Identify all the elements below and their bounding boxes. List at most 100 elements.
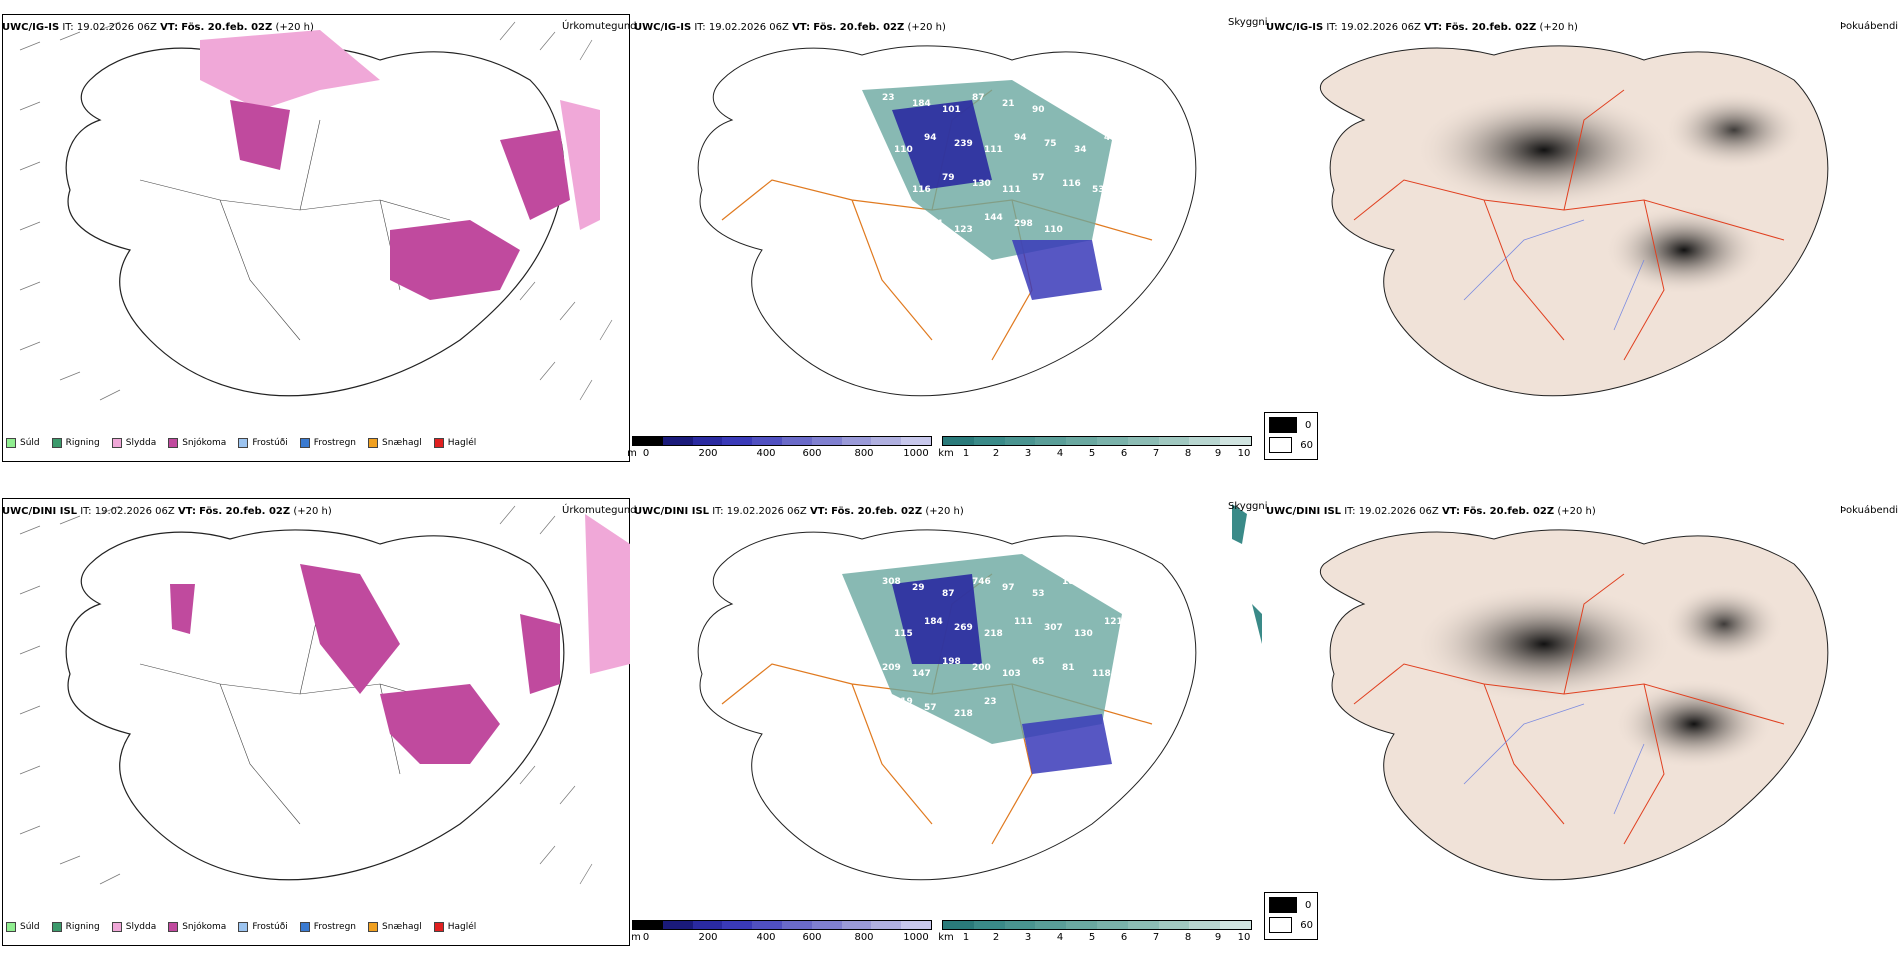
cloud-base-label: 110 xyxy=(1044,225,1063,235)
cloudbase-ticks: m 0 200 400 600 800 1000 xyxy=(631,930,932,944)
snow-areas xyxy=(170,514,630,764)
cloud-base-label: 23 xyxy=(1092,583,1105,593)
cloud-base-label: 23 xyxy=(882,93,895,103)
cloudbase-strip xyxy=(632,436,932,446)
legend-label: Frostregn xyxy=(313,438,357,448)
cloud-base-label: 87 xyxy=(972,93,985,103)
tick: 200 xyxy=(698,932,718,943)
fog-legend-bottom: 0 60 xyxy=(1264,892,1318,940)
tick: 8 xyxy=(1184,448,1192,459)
tick: 9 xyxy=(1214,932,1222,943)
cloud-base-label: 307 xyxy=(1044,623,1063,633)
tick: 5 xyxy=(1088,448,1096,459)
tick: 10 xyxy=(1237,448,1251,459)
cloud-base-label: 746 xyxy=(972,577,991,587)
cloud-base-label: 53 xyxy=(1032,589,1045,599)
cloud-base-label: 94 xyxy=(924,133,937,143)
cloud-base-label: 218 xyxy=(984,629,1003,639)
panel-header: UWC/IG-IS IT: 19.02.2026 06Z VT: Fös. 20… xyxy=(2,22,314,33)
tick: 10 xyxy=(1237,932,1251,943)
roads xyxy=(139,119,451,341)
cloud-base-label: 147 xyxy=(912,669,931,679)
panel-title: Skyggni xyxy=(1228,17,1268,28)
legend-item-sold: Súld xyxy=(6,922,40,932)
fog-legend-item: 0 xyxy=(1269,897,1313,913)
visibility-panel-bottom: 308 29 87 746 97 53 181 23 115 184 269 218 111 307 130… xyxy=(631,484,1267,954)
fog-legend-swatch xyxy=(1269,437,1293,453)
roads xyxy=(139,603,451,825)
tick: 1000 xyxy=(903,448,929,459)
tick: 5 xyxy=(1088,932,1096,943)
tick: 0 xyxy=(642,932,650,943)
visibility-ticks: km 1 2 3 4 5 6 7 8 9 10 xyxy=(938,446,1252,460)
legend-label: Slydda xyxy=(125,438,157,448)
cloud-base-label: 81 xyxy=(1062,663,1075,673)
legend-swatch xyxy=(6,922,16,932)
tick: 800 xyxy=(854,932,874,943)
cloud-base-label: 209 xyxy=(882,663,901,673)
visibility-colorbar: km 1 2 3 4 5 6 7 8 9 10 xyxy=(938,436,1252,462)
fog-panel-bottom: UWC/DINI ISL IT: 19.02.2026 06Z VT: Fös.… xyxy=(1264,484,1898,954)
legend-item-rigning: Rigning xyxy=(51,922,100,932)
legend-swatch xyxy=(168,922,179,932)
cloud-base-label: 118 xyxy=(1092,669,1111,679)
tick: 6 xyxy=(1120,448,1128,459)
legend-item-rigning: Rigning xyxy=(51,438,100,448)
low-cloud-areas xyxy=(862,80,1112,300)
low-cloud-areas xyxy=(842,504,1262,774)
legend-item-frostudi: Frostúði xyxy=(238,922,288,932)
cloud-base-label: 200 xyxy=(972,663,991,673)
fog-legend-label: 60 xyxy=(1300,439,1313,451)
fog-panel-top: UWC/IG-IS IT: 19.02.2026 06Z VT: Fös. 20… xyxy=(1264,0,1898,470)
fog-field xyxy=(1604,205,1764,295)
cloud-base-label: 57 xyxy=(924,703,937,713)
visibility-strip xyxy=(942,436,1252,446)
fog-map-bottom xyxy=(1319,529,1829,881)
legend-label: Súld xyxy=(20,922,40,932)
fog-field xyxy=(1664,584,1784,664)
wind-barbs xyxy=(19,505,593,885)
cloud-base-label: 105 xyxy=(882,179,901,189)
legend-label: Frostúði xyxy=(252,922,288,932)
cloud-base-label: 34 xyxy=(1074,145,1087,155)
panel-header: UWC/IG-IS IT: 19.02.2026 06Z VT: Fös. 20… xyxy=(634,22,946,33)
roads xyxy=(1353,89,1785,361)
fog-legend-swatch xyxy=(1269,917,1293,933)
cloud-base-label: 87 xyxy=(942,589,955,599)
cloud-base-label: 239 xyxy=(954,139,973,149)
cloud-base-label: 119 xyxy=(894,697,913,707)
panel-header: UWC/DINI ISL IT: 19.02.2026 06Z VT: Fös.… xyxy=(1266,506,1596,517)
cloud-base-label: 110 xyxy=(894,145,913,155)
panel-title: Þokuábendi xyxy=(1840,505,1899,516)
iceland-coastline xyxy=(65,45,565,397)
cloudbase-strip xyxy=(632,920,932,930)
legend-swatch xyxy=(168,438,179,448)
legend-label: Snjókoma xyxy=(182,922,227,932)
fog-legend-label: 0 xyxy=(1305,419,1312,431)
cloud-base-label: 298 xyxy=(1014,219,1033,229)
cloud-base-label: 35 xyxy=(1092,99,1105,109)
legend-swatch xyxy=(299,922,310,932)
tick: 4 xyxy=(1056,932,1064,943)
cloud-base-label: 21 xyxy=(1002,99,1015,109)
cloud-base-label: 184 xyxy=(912,99,931,109)
legend-label: Slydda xyxy=(125,922,157,932)
cloudbase-colorbar: m 0 200 400 600 800 1000 xyxy=(631,920,932,946)
cloud-base-label: 308 xyxy=(882,577,901,587)
fog-legend-label: 60 xyxy=(1300,919,1313,931)
precip-legend: Súld Rigning Slydda Snjókoma Frostúði Fr… xyxy=(6,438,476,448)
cloud-base-label: 144 xyxy=(984,213,1003,223)
cloud-base-label: 57 xyxy=(1032,173,1045,183)
rivers xyxy=(1463,219,1645,331)
tick: 0 xyxy=(642,448,650,459)
panel-title: Þokuábendi xyxy=(1840,21,1899,32)
wind-barbs xyxy=(19,21,613,401)
fog-map-top xyxy=(1319,45,1829,397)
legend-item-snaehagl: Snæhagl xyxy=(368,922,422,932)
panel-header: UWC/DINI ISL IT: 19.02.2026 06Z VT: Fös.… xyxy=(2,506,332,517)
cloud-base-label: 121 xyxy=(1104,617,1123,627)
cloud-base-label: 116 xyxy=(912,185,931,195)
legend-swatch xyxy=(238,922,249,932)
legend-item-snjokoma: Snjókoma xyxy=(168,922,226,932)
visibility-map-bottom: 308 29 87 746 97 53 181 23 115 184 269 218 111 307 130… xyxy=(697,504,1262,881)
